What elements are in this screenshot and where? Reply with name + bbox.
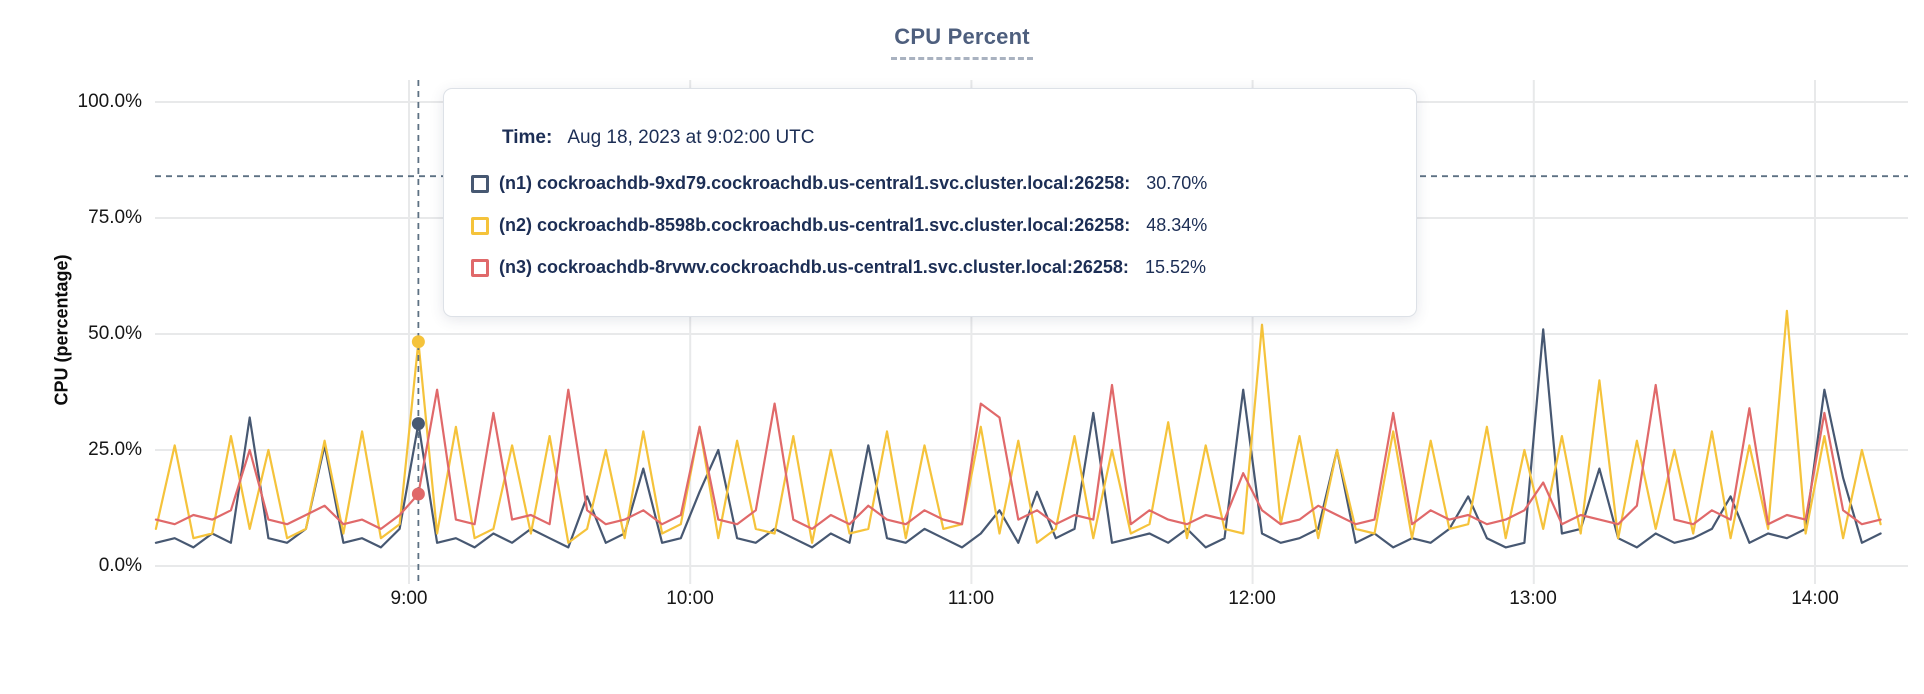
tooltip-series-n1-label: (n1) cockroachdb-9xd79.cockroachdb.us-ce… (499, 173, 1131, 193)
x-tick-label-13: 13:00 (1509, 588, 1557, 609)
tooltip-series-n3-label: (n3) cockroachdb-8rvwv.cockroachdb.us-ce… (499, 257, 1129, 277)
tooltip-series-n1-value: 30.70% (1146, 173, 1208, 193)
tooltip-series-n2-label: (n2) cockroachdb-8598b.cockroachdb.us-ce… (499, 215, 1131, 235)
y-tick-label-50: 50.0% (88, 323, 142, 344)
x-tick-label-10: 10:00 (666, 588, 714, 609)
hover-tooltip: Time: Aug 18, 2023 at 9:02:00 UTC (n1) co… (443, 88, 1417, 317)
chart-title-container: CPU Percent (0, 24, 1924, 60)
chart-title[interactable]: CPU Percent (891, 24, 1033, 60)
tooltip-time-label: Time: (502, 127, 553, 148)
tooltip-time-value: Aug 18, 2023 at 9:02:00 UTC (567, 127, 815, 148)
tooltip-series-row-n3: (n3) cockroachdb-8rvwv.cockroachdb.us-ce… (471, 257, 1388, 278)
x-tick-label-14: 14:00 (1791, 588, 1839, 609)
tooltip-series-n2-value: 48.34% (1146, 215, 1208, 235)
series-n2-color-swatch (471, 216, 489, 235)
y-tick-label-25: 25.0% (88, 439, 142, 460)
y-tick-label-0: 0.0% (98, 555, 142, 576)
series-n3-color-swatch (471, 258, 489, 277)
x-tick-label-12: 12:00 (1228, 588, 1276, 609)
tooltip-series-n3-value: 15.52% (1144, 257, 1206, 277)
series-n1-color-swatch (471, 174, 489, 193)
x-tick-label-9: 9:00 (390, 588, 428, 609)
y-tick-label-75: 75.0% (88, 207, 142, 228)
tooltip-series-row-n2: (n2) cockroachdb-8598b.cockroachdb.us-ce… (471, 215, 1388, 236)
x-tick-label-11: 11:00 (947, 588, 995, 609)
y-tick-label-100: 100.0% (77, 91, 142, 112)
tooltip-series-row-n1: (n1) cockroachdb-9xd79.cockroachdb.us-ce… (471, 173, 1388, 194)
tooltip-time-row: Time: Aug 18, 2023 at 9:02:00 UTC (502, 127, 1388, 149)
